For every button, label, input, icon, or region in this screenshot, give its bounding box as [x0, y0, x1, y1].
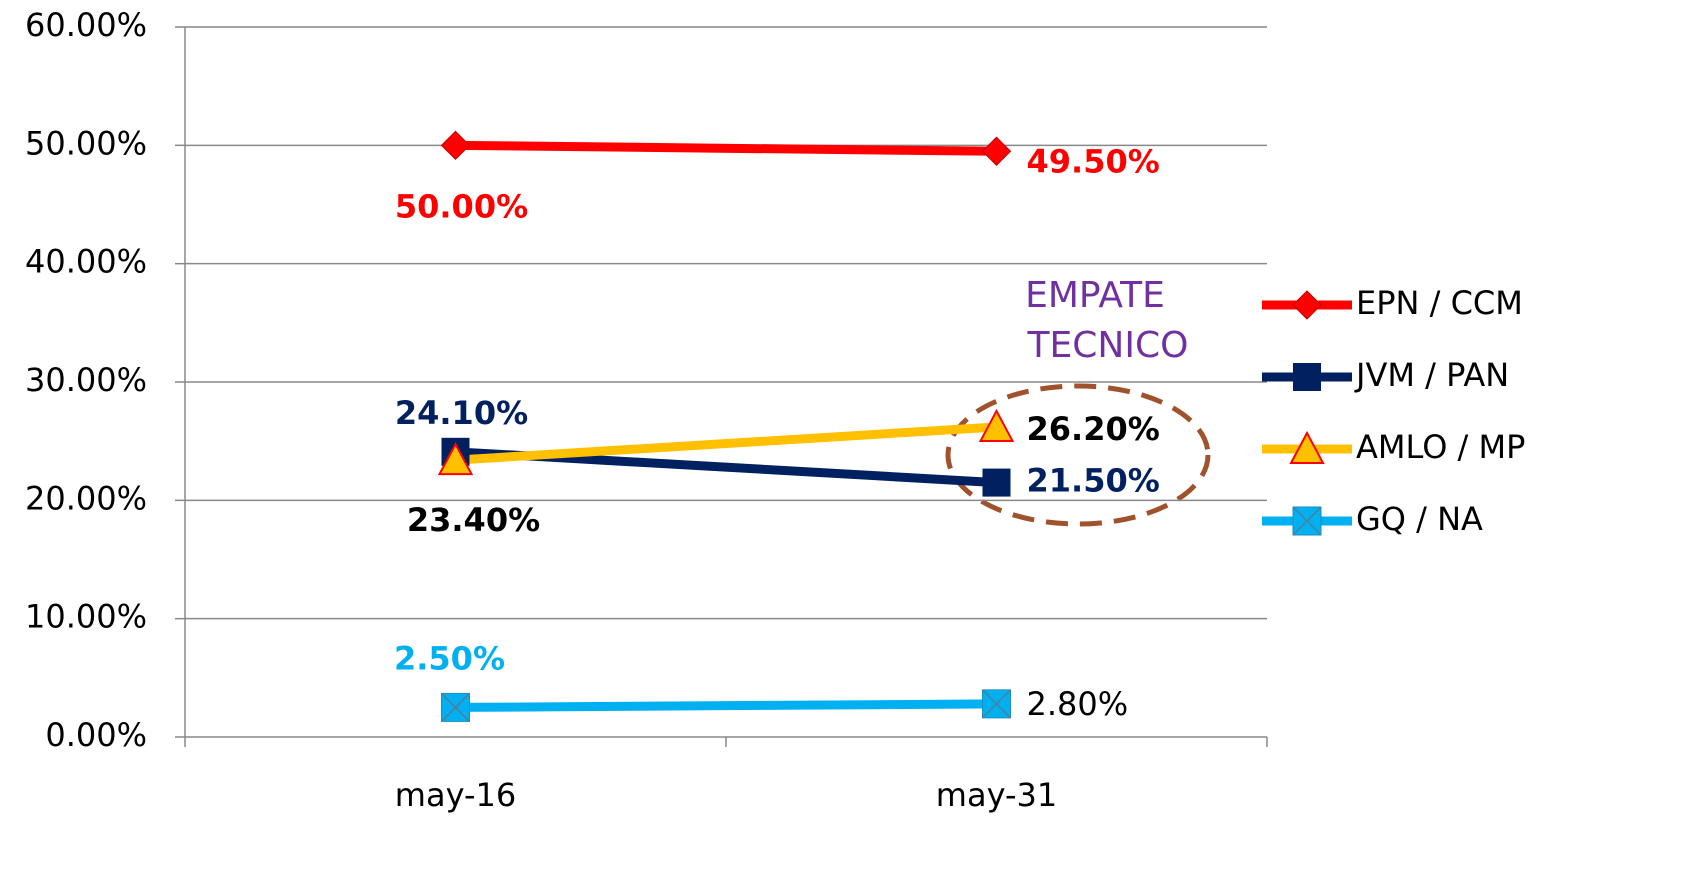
y-tick-label: 30.00% [25, 361, 147, 399]
series-line [455, 422, 997, 465]
annotation: TECNICO [1027, 325, 1189, 366]
y-tick-label: 40.00% [25, 243, 147, 281]
data-label: 26.20% [1027, 410, 1160, 448]
y-tick-label: 60.00% [25, 6, 147, 44]
data-label: 23.40% [407, 501, 540, 539]
data-label: 2.50% [394, 639, 505, 677]
data-label: 49.50% [1027, 142, 1160, 180]
data-point [978, 408, 1015, 442]
legend-label: AMLO / MP [1356, 428, 1525, 466]
annotation: EMPATE [1025, 275, 1165, 316]
y-tick-label: 50.00% [25, 124, 147, 162]
highlight-ellipse [945, 383, 1211, 527]
series-line [455, 699, 997, 712]
legend-marker [1293, 363, 1321, 391]
data-point [981, 136, 1012, 166]
x-tick-label: may-31 [936, 776, 1057, 814]
marker-cross [440, 692, 471, 722]
series-line [455, 140, 997, 156]
data-label: 21.50% [1027, 462, 1160, 500]
legend-marker [1292, 290, 1322, 320]
marker-cross [981, 689, 1012, 719]
y-tick-label: 10.00% [25, 598, 147, 636]
legend-label: EPN / CCM [1356, 284, 1523, 322]
legend-marker [1289, 430, 1325, 464]
y-tick-label: 20.00% [25, 479, 147, 517]
data-point [437, 441, 474, 476]
legend-label: JVM / PAN [1354, 356, 1509, 394]
data-point [440, 130, 471, 161]
legend-label: GQ / NA [1356, 500, 1483, 538]
data-label: 2.80% [1027, 685, 1129, 723]
data-label: 50.00% [395, 187, 528, 225]
data-label: 24.10% [395, 394, 528, 432]
data-point [982, 468, 1011, 497]
x-tick-label: may-16 [395, 776, 516, 814]
marker-cross [1292, 506, 1322, 536]
y-tick-label: 0.00% [45, 716, 147, 754]
